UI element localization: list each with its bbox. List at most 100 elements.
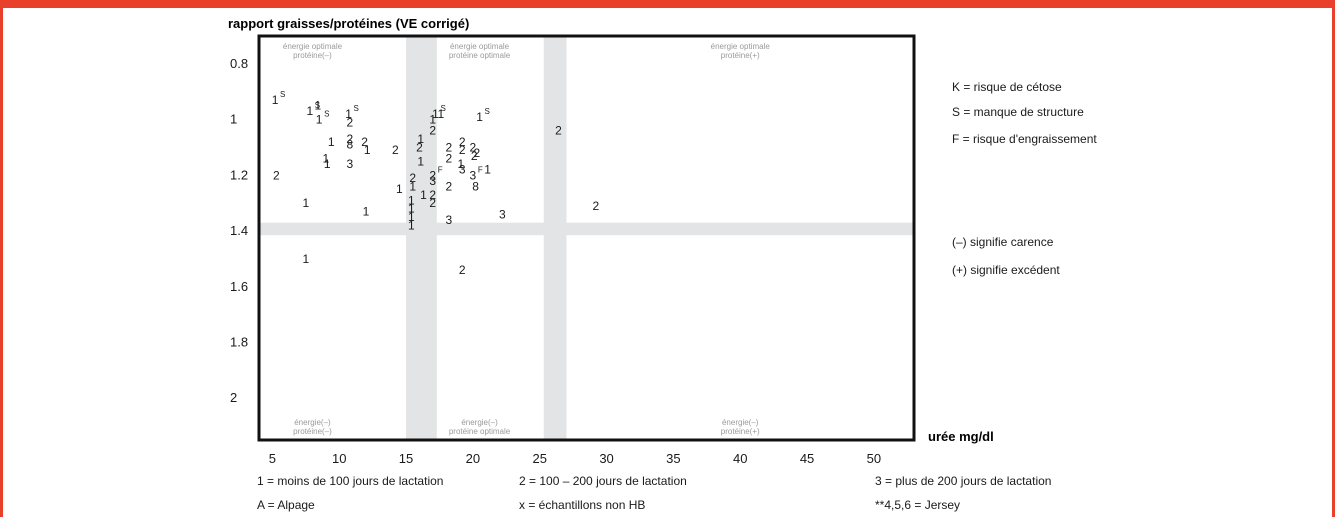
legend-right-item-K: K = risque de cétose — [952, 80, 1062, 94]
data-point: 3 — [347, 157, 354, 171]
y-tick-label: 1.6 — [230, 279, 248, 294]
data-point: 2 — [347, 132, 354, 146]
data-point: 2 — [429, 124, 436, 138]
data-point-label: 2 — [392, 143, 399, 157]
data-point-label: 1 — [432, 107, 439, 121]
band-layer — [259, 36, 914, 440]
data-point: 2 — [555, 124, 562, 138]
data-point-flag: S — [354, 104, 359, 113]
data-point: 3 — [445, 213, 452, 227]
data-point-label: 1 — [322, 152, 329, 166]
x-tick-label: 50 — [867, 451, 881, 466]
legend-bottom-item-2: 2 = 100 – 200 jours de lactation — [519, 474, 687, 488]
data-point-label: 1 — [408, 210, 415, 224]
x-tick-label: 15 — [399, 451, 413, 466]
data-point: 1 — [314, 99, 321, 113]
zone-label: énergie(–) protéine optimale — [449, 418, 511, 436]
x-tick-label: 40 — [733, 451, 747, 466]
data-point-label: 1 — [458, 157, 465, 171]
y-tick-label: 0.8 — [230, 56, 248, 71]
data-point-label: 2 — [445, 152, 452, 166]
vertical-band-1 — [543, 36, 567, 440]
data-point: 2 — [471, 149, 478, 163]
data-point-label: 1 — [345, 107, 352, 121]
data-point-flag: S — [280, 90, 285, 99]
data-point-label: 3 — [499, 207, 506, 221]
data-point-label: 1 — [324, 157, 331, 171]
data-point: 1 — [302, 252, 309, 266]
data-point: 1 — [396, 182, 403, 196]
data-point-label: 1 — [302, 252, 309, 266]
data-point: 1 — [363, 205, 370, 219]
data-point: 3 — [459, 163, 466, 177]
data-point-flag: S — [440, 104, 445, 113]
data-point-flag: F — [438, 165, 443, 174]
data-point: 3 — [429, 174, 436, 188]
data-point-label: 2 — [474, 146, 481, 160]
zone-label-layer: énergie optimale protéine(–)énergie optim… — [283, 42, 770, 436]
zone-label: énergie optimale protéine optimale — [449, 42, 511, 60]
zone-label-line: protéine(+) — [721, 51, 760, 60]
zone-label-line: énergie(–) — [461, 418, 498, 427]
plot-area — [257, 34, 916, 442]
x-tick-label: 5 — [269, 451, 276, 466]
data-point: 1 — [437, 107, 444, 121]
data-point: 1 — [322, 152, 329, 166]
data-point: 1 — [408, 193, 415, 207]
x-tick-label: 10 — [332, 451, 346, 466]
data-point-label: 2 — [273, 168, 280, 182]
data-point: 1 — [302, 196, 309, 210]
data-point-label: 1 — [484, 163, 491, 177]
data-point: 2 — [416, 140, 423, 154]
data-point: 2 — [273, 168, 280, 182]
data-point: 2 — [445, 140, 452, 154]
data-point-label: 3 — [429, 174, 436, 188]
data-point-label: 2 — [445, 140, 452, 154]
data-point-label: 2 — [409, 171, 416, 185]
legend-right-item-F: F = risque d'engraissement — [952, 132, 1097, 146]
data-point-label: 1 — [420, 188, 427, 202]
data-point: 2 — [459, 135, 466, 149]
y-tick-label: 1.4 — [230, 223, 248, 238]
data-point-label: 1 — [409, 179, 416, 193]
data-point: 2 — [445, 152, 452, 166]
data-point: 2 — [593, 199, 600, 213]
data-point: 2 — [470, 140, 477, 154]
x-tick-label: 25 — [532, 451, 546, 466]
data-point: 2 — [459, 143, 466, 157]
data-point: 2 — [474, 146, 481, 160]
data-point-label: 2 — [459, 135, 466, 149]
x-tick-label: 45 — [800, 451, 814, 466]
x-tick-label: 30 — [599, 451, 613, 466]
legend-bottom-item-A: A = Alpage — [257, 498, 315, 512]
data-point-label: 1 — [429, 113, 436, 127]
data-point-label: 1 — [396, 182, 403, 196]
zone-label: énergie(–) protéine(–) — [293, 418, 332, 436]
y-tick-label: 2 — [230, 390, 237, 405]
zone-label-line: énergie optimale — [711, 42, 771, 51]
data-point-label: 1 — [408, 218, 415, 232]
data-point: 1 — [324, 157, 331, 171]
y-tick-label: 1.2 — [230, 167, 248, 182]
data-point: 1 — [409, 179, 416, 193]
vertical-band-0 — [406, 36, 437, 440]
data-point-label: 2 — [361, 135, 368, 149]
data-point: 1 — [417, 132, 424, 146]
data-point-label: 2 — [429, 188, 436, 202]
y-tick-layer: 0.8 1 1.2 1.4 1.6 1.8 2 — [230, 56, 248, 405]
legend-bottom-item-1: 1 = moins de 100 jours de lactation — [257, 474, 443, 488]
data-point-flag: S — [324, 110, 329, 119]
data-point-label: 1 — [476, 110, 483, 124]
data-point-label: 2 — [347, 132, 354, 146]
data-point: 1 — [328, 135, 335, 149]
data-point: 8 — [472, 179, 479, 193]
y-tick-label: 1 — [230, 112, 237, 127]
